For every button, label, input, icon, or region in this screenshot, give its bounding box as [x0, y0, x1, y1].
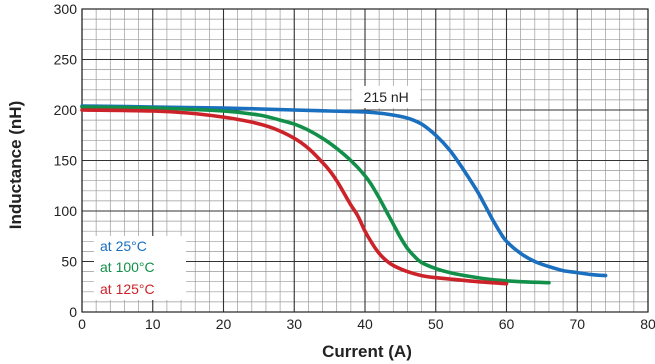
x-tick-label: 20: [216, 316, 232, 332]
x-tick-labels: 0 10 20 30 40 50 60 70 80: [78, 316, 655, 332]
legend-item-125c: at 125°C: [100, 281, 155, 297]
y-axis-title: Inductance (nH): [6, 101, 25, 229]
x-tick-label: 80: [640, 316, 655, 332]
x-tick-label: 50: [428, 316, 444, 332]
legend-item-25c: at 25°C: [100, 238, 147, 254]
y-tick-label: 100: [54, 203, 78, 219]
y-tick-label: 150: [54, 153, 78, 169]
legend: at 25°C at 100°C at 125°C: [94, 236, 186, 300]
y-tick-labels: 0 50 100 150 200 250 300: [54, 1, 78, 320]
annotation-label: 215 nH: [364, 89, 409, 105]
y-tick-label: 50: [61, 254, 77, 270]
y-tick-label: 300: [54, 1, 78, 17]
x-axis-title: Current (A): [322, 342, 412, 361]
x-tick-label: 0: [78, 316, 86, 332]
y-tick-label: 0: [69, 304, 77, 320]
x-tick-label: 30: [286, 316, 302, 332]
x-tick-label: 10: [145, 316, 161, 332]
x-tick-label: 40: [357, 316, 373, 332]
y-tick-label: 200: [54, 102, 78, 118]
x-tick-label: 60: [499, 316, 515, 332]
annotation-215nh: 215 nH: [352, 86, 420, 108]
legend-item-100c: at 100°C: [100, 259, 155, 275]
x-tick-label: 70: [569, 316, 585, 332]
y-tick-label: 250: [54, 52, 78, 68]
